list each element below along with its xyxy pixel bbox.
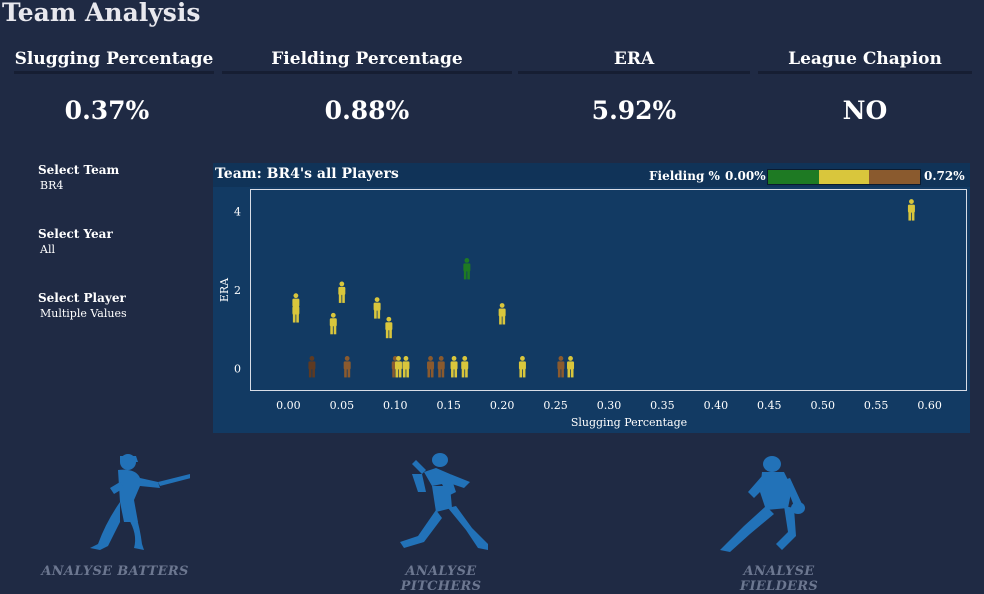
player-marker-icon <box>427 356 435 378</box>
x-tick-label: 0.00 <box>276 399 301 412</box>
x-tick-label: 0.50 <box>810 399 835 412</box>
kpi-slugging: Slugging Percentage <box>14 48 214 76</box>
kpi-era-value: 5.92% <box>591 96 677 125</box>
kpi-slugging-value: 0.37% <box>64 96 150 125</box>
x-tick-label: 0.55 <box>864 399 889 412</box>
analyse-batters-label: ANALYSE BATTERS <box>41 564 189 579</box>
filter-player-value[interactable]: Multiple Values <box>40 307 127 320</box>
filter-team[interactable]: Select Team BR4 <box>38 163 119 192</box>
legend-swatch-mid <box>818 170 870 184</box>
fielder-icon <box>720 456 805 552</box>
x-tick-label: 0.10 <box>383 399 408 412</box>
kpi-fielding: Fielding Percentage <box>222 48 512 76</box>
x-tick-label: 0.25 <box>543 399 568 412</box>
player-marker-icon <box>557 356 565 378</box>
y-tick-label: 0 <box>234 362 241 375</box>
player-marker-icon <box>437 356 445 378</box>
filter-year-value[interactable]: All <box>40 243 55 256</box>
kpi-champion-value: NO <box>842 96 888 125</box>
player-marker-icon <box>373 297 381 319</box>
filter-year[interactable]: Select Year All <box>38 227 113 256</box>
player-marker-icon <box>461 356 469 378</box>
x-tick-label: 0.40 <box>704 399 729 412</box>
scatter-panel: Team: BR4's all Players Fielding % 0.00%… <box>213 163 970 433</box>
player-marker-icon <box>518 356 526 378</box>
kpi-divider <box>758 71 972 74</box>
filter-year-label: Select Year <box>38 227 113 241</box>
legend-swatch-low <box>768 170 819 184</box>
y-tick-label: 4 <box>234 206 241 219</box>
legend-label: Fielding % <box>649 169 720 183</box>
analyse-fielders-label: ANALYSE FIELDERS <box>739 564 819 594</box>
player-marker-icon <box>907 199 915 221</box>
filter-player-label: Select Player <box>38 291 126 305</box>
x-tick-label: 0.30 <box>597 399 622 412</box>
x-tick-label: 0.45 <box>757 399 782 412</box>
x-tick-label: 0.60 <box>917 399 942 412</box>
kpi-slugging-label: Slugging Percentage <box>14 49 214 69</box>
plot-area <box>250 189 967 391</box>
x-axis-title: Slugging Percentage <box>571 416 687 429</box>
player-marker-icon <box>308 356 316 378</box>
kpi-fielding-value: 0.88% <box>324 96 410 125</box>
kpi-fielding-label: Fielding Percentage <box>271 49 463 69</box>
y-tick-label: 2 <box>234 284 241 297</box>
filter-team-value[interactable]: BR4 <box>40 179 64 192</box>
player-marker-icon <box>292 301 300 323</box>
page-title: Team Analysis <box>2 0 201 27</box>
fielding-color-legend <box>767 169 921 185</box>
player-marker-icon <box>343 356 351 378</box>
player-marker-icon <box>463 257 471 280</box>
x-tick-label: 0.20 <box>490 399 515 412</box>
player-marker-icon <box>402 356 410 378</box>
analyse-pitchers-button[interactable]: ANALYSE PITCHERS <box>366 452 516 594</box>
kpi-divider <box>14 71 214 74</box>
legend-swatch-high <box>869 170 921 184</box>
kpi-divider <box>222 71 512 74</box>
scatter-chart: 0.00 0.05 0.10 0.15 0.20 0.25 0.30 0.35 0.40 0.45… <box>218 199 942 429</box>
analyse-pitchers-label: ANALYSE PITCHERS <box>400 564 482 594</box>
kpi-era: ERA <box>518 48 750 76</box>
kpi-era-label: ERA <box>613 49 655 69</box>
x-tick-label: 0.15 <box>436 399 461 412</box>
kpi-divider <box>518 71 750 74</box>
analyse-fielders-button[interactable]: ANALYSE FIELDERS <box>704 452 854 594</box>
x-tick-label: 0.05 <box>330 399 355 412</box>
player-marker-icon <box>329 312 337 335</box>
y-axis-title: ERA <box>218 277 231 302</box>
x-tick-label: 0.35 <box>650 399 675 412</box>
kpi-champion: League Chapion <box>758 48 972 76</box>
player-marker-icon <box>385 316 393 339</box>
kpi-champion-label: League Chapion <box>788 49 942 69</box>
pitcher-icon <box>400 453 488 550</box>
player-marker-icon <box>450 356 458 378</box>
filter-player[interactable]: Select Player Multiple Values <box>38 291 127 320</box>
legend-max: 0.72% <box>924 169 965 183</box>
player-marker-icon <box>567 356 575 378</box>
filter-team-label: Select Team <box>38 163 120 177</box>
legend-min: 0.00% <box>725 169 766 183</box>
panel-title: Team: BR4's all Players <box>215 166 399 182</box>
player-marker-icon <box>394 356 402 378</box>
analyse-batters-button[interactable]: ANALYSE BATTERS <box>40 452 191 582</box>
player-marker-icon <box>338 281 346 303</box>
player-marker-icon <box>498 303 506 325</box>
batter-icon <box>90 454 191 550</box>
